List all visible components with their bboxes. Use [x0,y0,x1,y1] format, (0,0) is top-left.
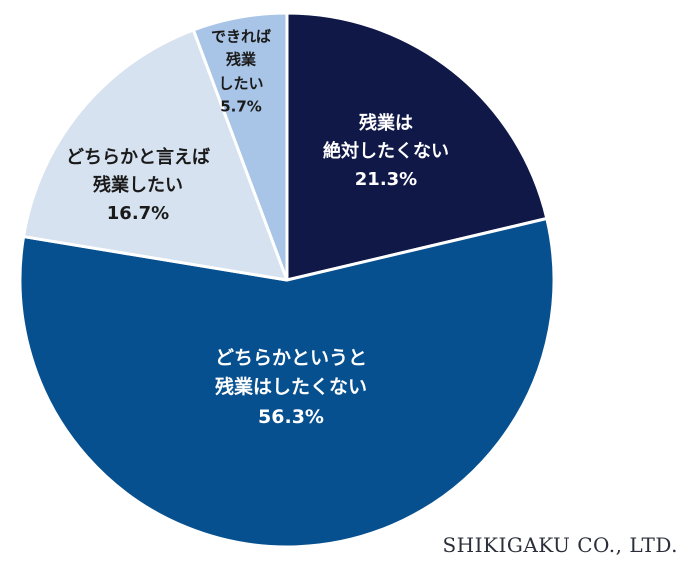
pie-slice [285,11,549,282]
slice-label-line: したい [218,74,264,92]
slice-label-line: できれば [210,27,272,46]
pie-slice [18,216,556,549]
pie-slice [191,11,289,282]
slice-label-line: 残業は [359,113,413,135]
slice-label-line: 5.7% [220,97,262,116]
slice-label-line: 16.7% [106,202,170,224]
slice-label-line: 56.3% [258,405,324,428]
slice-label-line: 残業 [225,50,257,69]
slice-label: 残業は絶対したくない 21.3% [323,110,449,194]
slice-label: どちらかと言えば 残業したい 16.7% [66,144,210,228]
pie-slice [22,28,289,282]
slice-label-line: 21.3% [354,168,418,190]
slice-label-line: 残業したい [93,175,183,197]
slice-label-line: 絶対したくない [323,141,449,163]
slice-label: どちらかというと 残業はしたくない 56.3% [215,344,367,432]
slice-label-line: 残業はしたくない [214,376,368,399]
slice-label-line: どちらかと言えば [66,147,210,169]
slice-label-line: どちらかというと [214,346,368,369]
company-credit: SHIKIGAKU CO., LTD. [442,533,678,557]
slice-label: できれば残業したい 5.7% [211,26,271,119]
